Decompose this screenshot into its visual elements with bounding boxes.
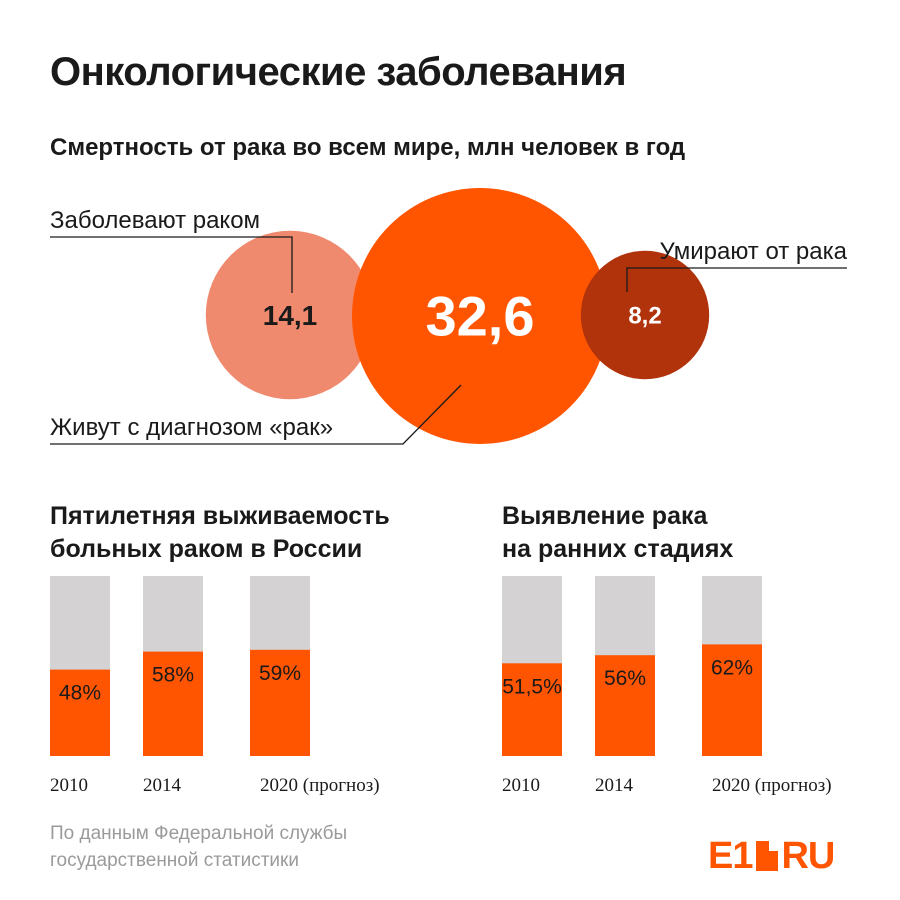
e1-logo: E1 RU <box>708 834 835 877</box>
bubble-living <box>352 188 608 444</box>
survival-bar-0 <box>50 669 110 756</box>
survival-bar-chart: 48% 2010 58% 2014 59% 2020 (прогноз) <box>50 576 380 796</box>
survival-bar-label-1: 58% <box>152 664 194 687</box>
survival-category-label-2: 2020 (прогноз) <box>260 775 380 796</box>
survival-bar-1 <box>143 651 203 756</box>
survival-title-line-2: больных раком в России <box>50 535 363 563</box>
detection-chart-title: Выявление рака на ранних стадиях <box>502 500 733 566</box>
detection-category-label-2: 2020 (прогноз) <box>712 775 832 796</box>
page-title: Онкологические заболевания <box>50 50 627 94</box>
detection-bar-chart: 51,5% 2010 56% 2014 62% 2020 (прогноз) <box>502 576 832 796</box>
survival-bar-label-2: 59% <box>259 662 301 685</box>
bubble-label-incidence: Заболевают раком <box>50 207 260 234</box>
source-line-2: государственной статистики <box>50 850 299 871</box>
survival-chart-title: Пятилетняя выживаемость больных раком в … <box>50 500 390 566</box>
bubble-value-living: 32,6 <box>426 285 535 348</box>
leader-line-deaths <box>626 267 847 292</box>
logo-e1-text: E1 <box>708 834 753 877</box>
detection-title-line-1: Выявление рака <box>502 502 708 530</box>
survival-category-label-1: 2014 <box>143 775 182 796</box>
detection-bar-label-2: 62% <box>711 656 753 679</box>
detection-bar-2 <box>702 644 762 756</box>
survival-category-label-0: 2010 <box>50 775 88 796</box>
detection-bar-0 <box>502 663 562 756</box>
bubble-label-deaths: Умирают от рака <box>660 238 848 265</box>
detection-category-label-1: 2014 <box>595 775 634 796</box>
leader-line-living <box>50 384 462 445</box>
bubble-incidence <box>205 230 375 400</box>
detection-title-line-2: на ранних стадиях <box>502 535 734 563</box>
bubble-value-deaths: 8,2 <box>628 302 661 329</box>
source-note: По данным Федеральной службы государстве… <box>50 820 347 874</box>
bubble-chart-title: Смертность от рака во всем мире, млн чел… <box>50 134 686 161</box>
bubble-deaths <box>580 250 710 380</box>
detection-bar-label-0: 51,5% <box>502 675 562 698</box>
survival-bar-label-0: 48% <box>59 682 101 705</box>
detection-category-label-0: 2010 <box>502 775 540 796</box>
bubble-label-living: Живут с диагнозом «рак» <box>50 414 333 441</box>
leader-line-incidence <box>50 236 293 293</box>
survival-bar-2 <box>250 649 310 756</box>
detection-bar-1 <box>595 655 655 756</box>
source-line-1: По данным Федеральной службы <box>50 823 348 844</box>
bubble-chart: 14,1 32,6 8,2 Заболевают раком Умирают от ра… <box>50 188 848 445</box>
bubble-value-incidence: 14,1 <box>263 300 318 331</box>
detection-bar-label-1: 56% <box>604 667 646 690</box>
logo-ru-text: RU <box>781 834 835 877</box>
logo-square-icon <box>756 841 779 871</box>
survival-title-line-1: Пятилетняя выживаемость <box>50 502 390 530</box>
